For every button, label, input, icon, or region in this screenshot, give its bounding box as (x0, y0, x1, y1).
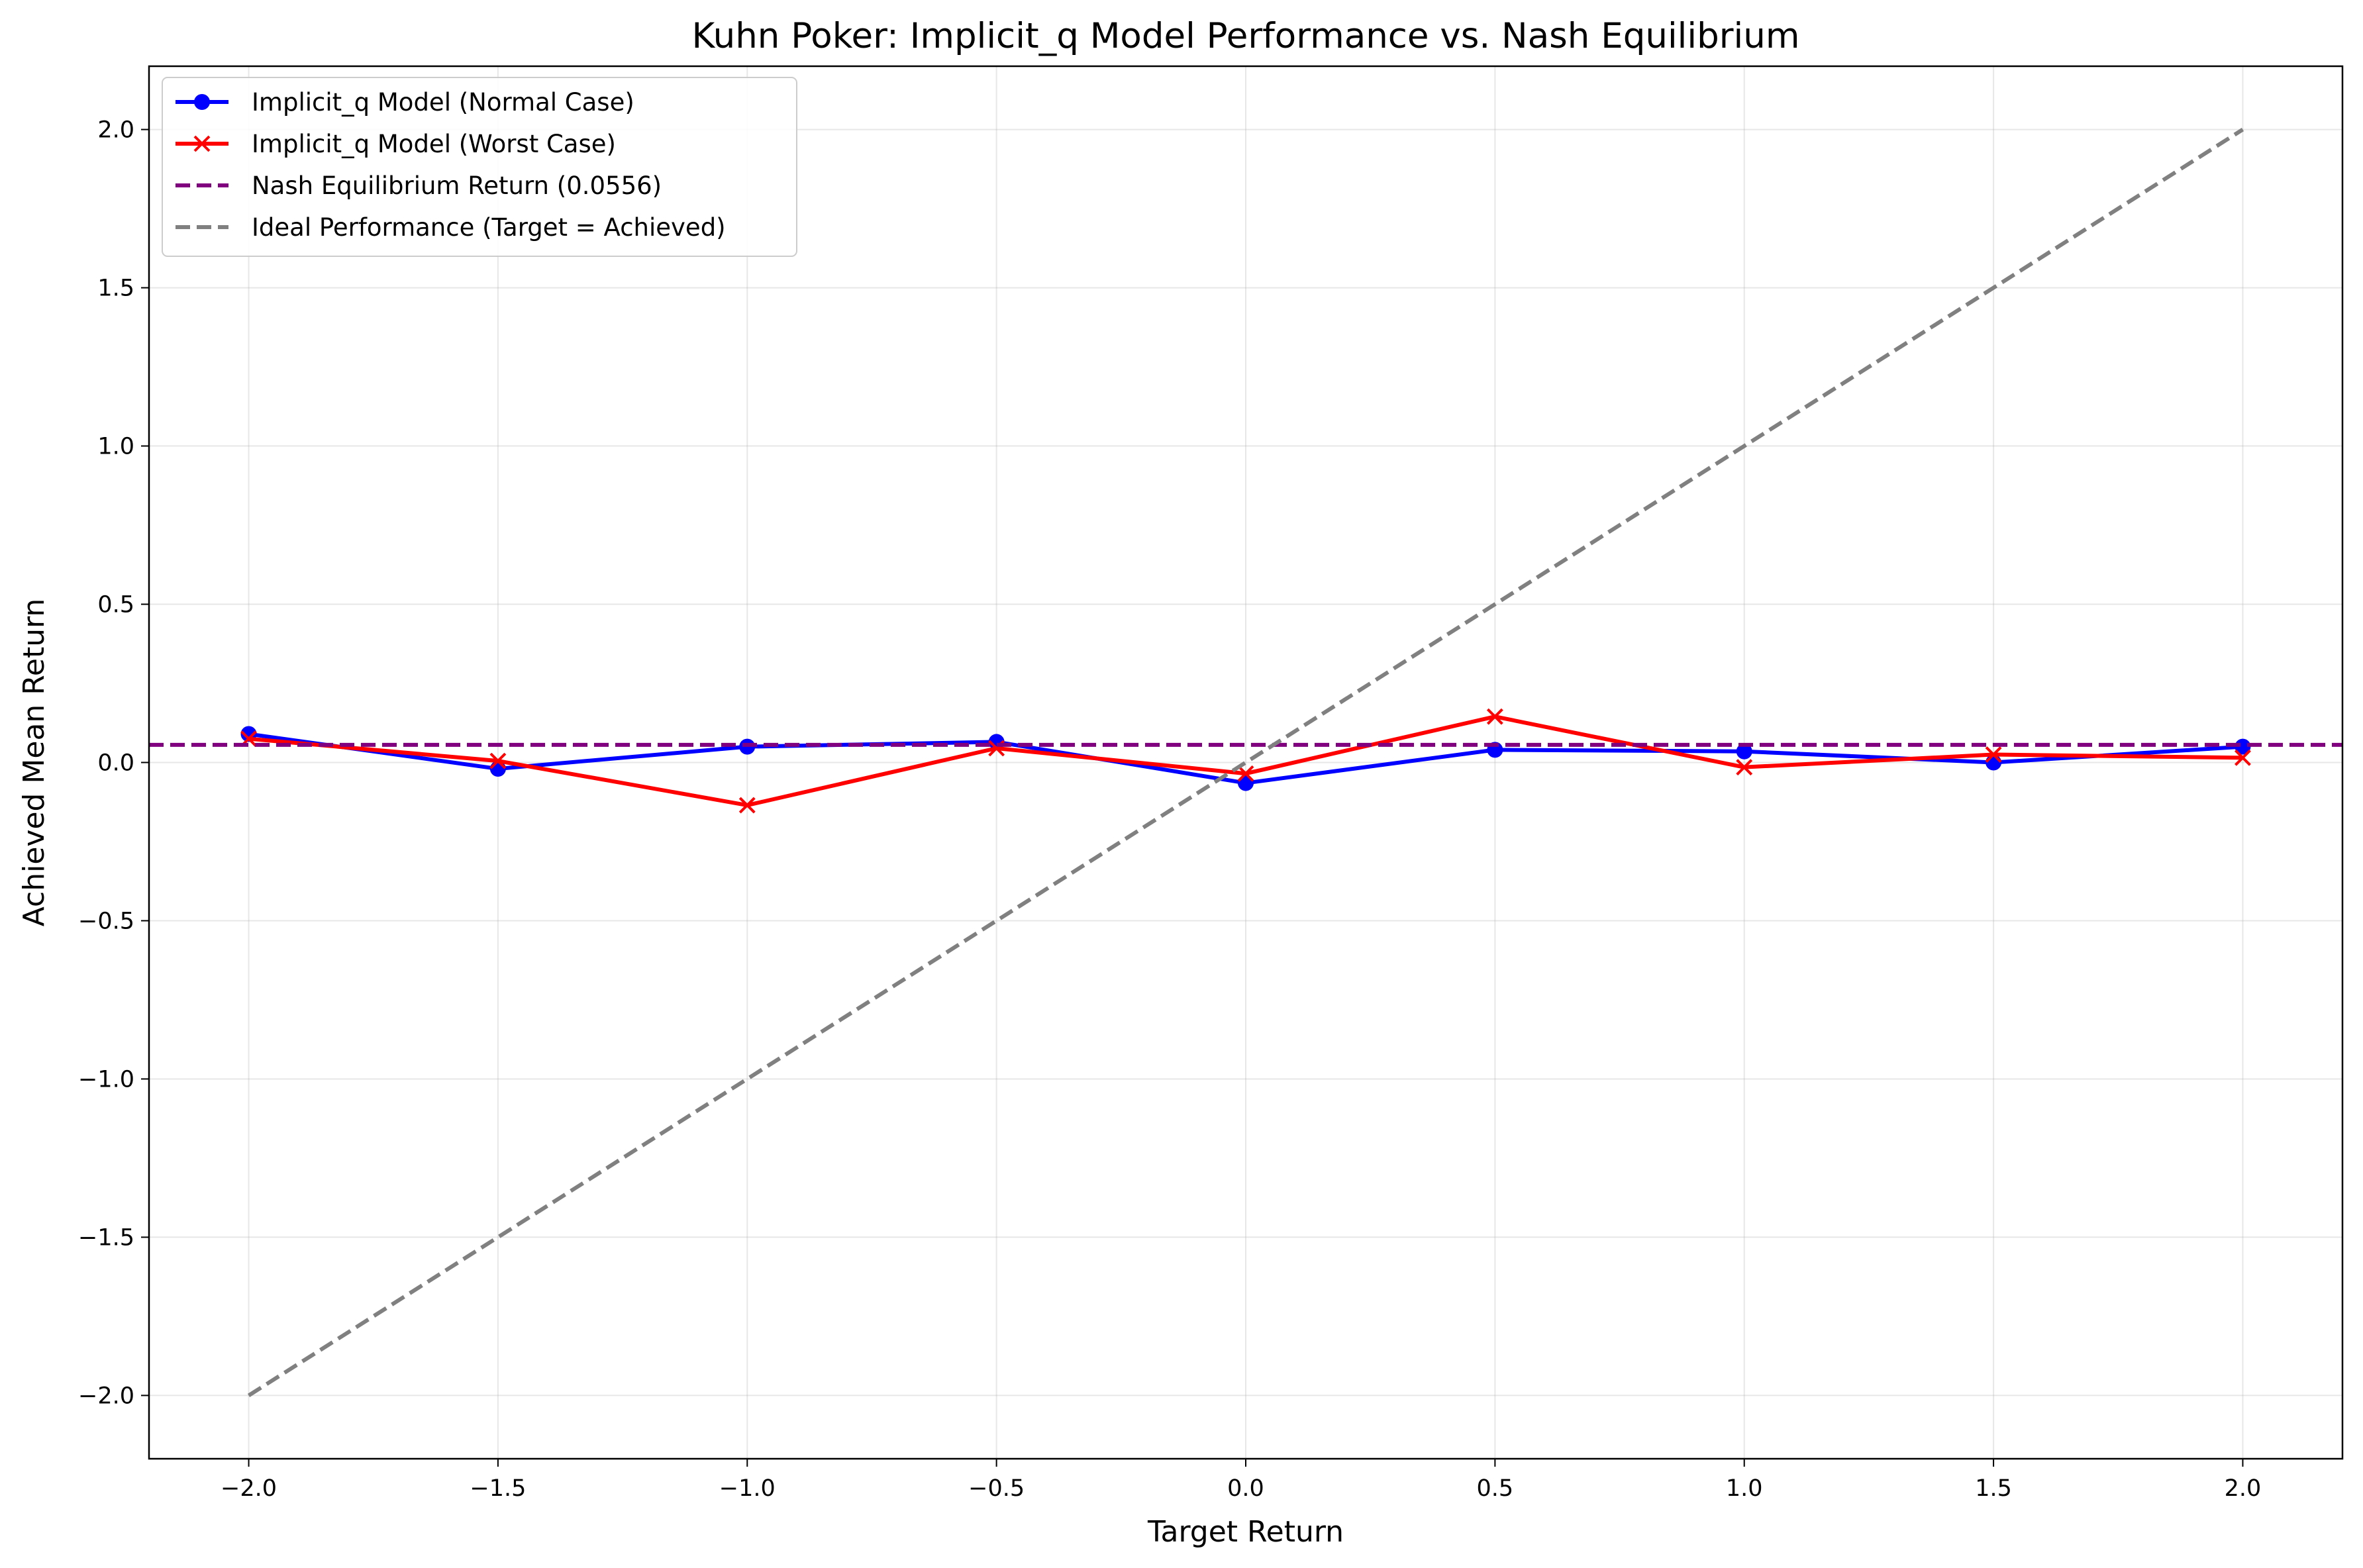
legend-item: Implicit_q Model (Worst Case) (176, 130, 616, 158)
y-tick-label: 0.5 (97, 592, 134, 618)
worst-case-point (738, 797, 756, 814)
legend-label: Nash Equilibrium Return (0.0556) (252, 172, 662, 200)
y-axis-label: Achieved Mean Return (17, 599, 51, 927)
x-tick-label: 1.5 (1975, 1475, 2012, 1502)
legend-label: Ideal Performance (Target = Achieved) (252, 213, 726, 242)
x-tick-label: −0.5 (968, 1475, 1025, 1502)
worst-case-point (489, 752, 507, 769)
legend-label: Implicit_q Model (Normal Case) (252, 88, 634, 117)
normal-case-point (1986, 754, 2002, 771)
legend-marker (194, 94, 210, 110)
x-tick-label: −1.5 (470, 1475, 526, 1502)
x-marker-stroke (193, 135, 211, 152)
x-tick-label: 0.0 (1227, 1475, 1264, 1502)
x-axis-label: Target Return (1147, 1515, 1344, 1549)
legend-marker (193, 135, 211, 152)
series-layer (149, 128, 2342, 1397)
worst-case-point (1985, 746, 2002, 763)
normal-case-point (1736, 743, 1752, 760)
y-tick-label: 0.0 (97, 750, 134, 777)
legend-item: Implicit_q Model (Normal Case) (176, 88, 634, 117)
worst-case-point (1486, 708, 1503, 725)
y-tick-label: −1.5 (78, 1224, 134, 1251)
x-tick-label: 1.0 (1726, 1475, 1763, 1502)
x-marker-stroke (1237, 765, 1254, 782)
x-tick-label: 2.0 (2225, 1475, 2262, 1502)
x-marker-stroke (1486, 708, 1503, 725)
y-tick-label: −2.0 (78, 1383, 134, 1409)
grid (149, 66, 2342, 1459)
normal-case-point (2235, 738, 2251, 755)
x-marker-stroke (1985, 746, 2002, 763)
legend: Implicit_q Model (Normal Case) Implicit_q… (162, 77, 797, 257)
y-tick-label: 2.0 (97, 117, 134, 144)
y-tick-label: 1.0 (97, 434, 134, 460)
worst-case-point (2235, 749, 2251, 766)
x-tick-label: −1.0 (719, 1475, 776, 1502)
y-tick-label: 1.5 (97, 275, 134, 302)
legend-box (162, 77, 797, 257)
y-tick-label: −1.0 (78, 1066, 134, 1093)
legend-item: Ideal Performance (Target = Achieved) (176, 213, 726, 242)
worst-case-point (1736, 759, 1753, 776)
x-marker-stroke (2235, 749, 2251, 766)
x-marker-stroke (489, 752, 507, 769)
chart-title: Kuhn Poker: Implicit_q Model Performance… (692, 16, 1800, 56)
legend-label: Implicit_q Model (Worst Case) (252, 130, 616, 158)
x-tick-label: −2.0 (221, 1475, 277, 1502)
ideal-performance-line (247, 128, 2244, 1397)
worst-case-point (1237, 765, 1254, 782)
legend-item: Nash Equilibrium Return (0.0556) (176, 172, 662, 200)
y-tick-label: −0.5 (78, 908, 134, 934)
ticks: −2.0 −1.5 −1.0 −0.5 0.0 0.5 1.0 1.5 2.0 −2.0 −1.5 −… (78, 117, 2261, 1502)
x-marker-stroke (1736, 759, 1753, 776)
x-marker-stroke (738, 797, 756, 814)
x-tick-label: 0.5 (1477, 1475, 1514, 1502)
